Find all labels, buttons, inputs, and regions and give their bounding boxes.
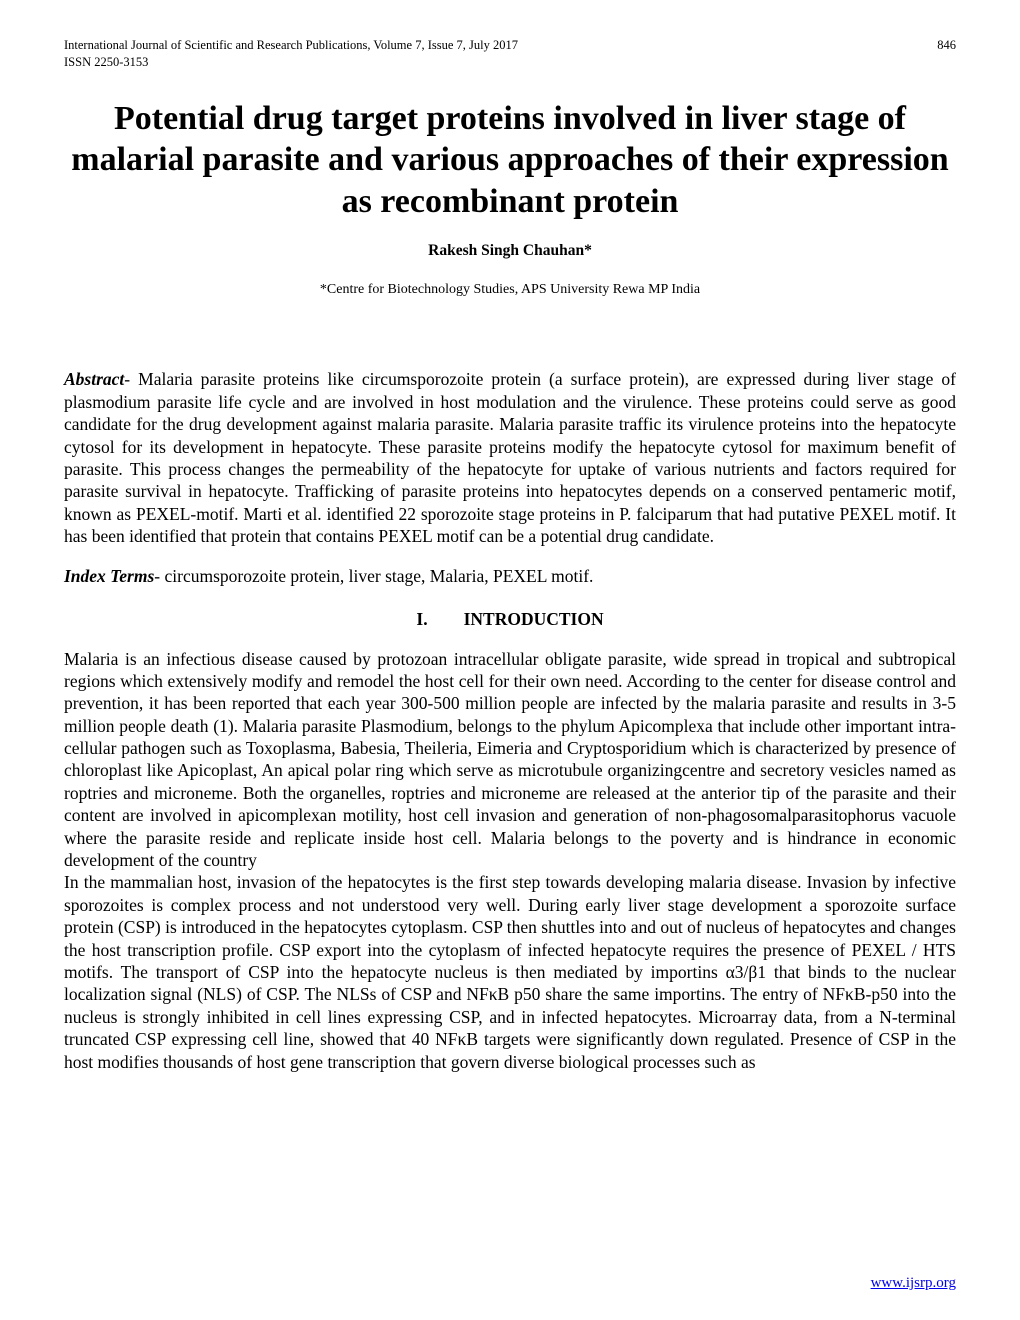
- body-para-1: Malaria is an infectious disease caused …: [64, 648, 956, 872]
- journal-header-left: International Journal of Scientific and …: [64, 38, 518, 53]
- footer: www.ijsrp.org: [871, 1275, 956, 1292]
- issn-line: ISSN 2250-3153: [64, 55, 956, 70]
- index-terms-text: - circumsporozoite protein, liver stage,…: [154, 566, 593, 586]
- author-name: Rakesh Singh Chauhan*: [64, 242, 956, 260]
- body-para-2: In the mammalian host, invasion of the h…: [64, 871, 956, 1073]
- section-roman: I.: [416, 609, 427, 630]
- header-row: International Journal of Scientific and …: [64, 38, 956, 53]
- section-heading-introduction: I. INTRODUCTION: [64, 609, 956, 630]
- abstract-text: - Malaria parasite proteins like circums…: [64, 369, 956, 546]
- index-terms-label: Index Terms: [64, 566, 154, 586]
- index-terms-block: Index Terms- circumsporozoite protein, l…: [64, 566, 956, 587]
- affiliation: *Centre for Biotechnology Studies, APS U…: [64, 282, 956, 298]
- body-text: Malaria is an infectious disease caused …: [64, 648, 956, 1073]
- footer-link[interactable]: www.ijsrp.org: [871, 1275, 956, 1291]
- page-number: 846: [937, 38, 956, 53]
- page-container: International Journal of Scientific and …: [0, 0, 1020, 1320]
- paper-title: Potential drug target proteins involved …: [64, 98, 956, 222]
- abstract-block: Abstract- Malaria parasite proteins like…: [64, 368, 956, 547]
- section-title: INTRODUCTION: [464, 609, 604, 629]
- abstract-label: Abstract: [64, 369, 124, 389]
